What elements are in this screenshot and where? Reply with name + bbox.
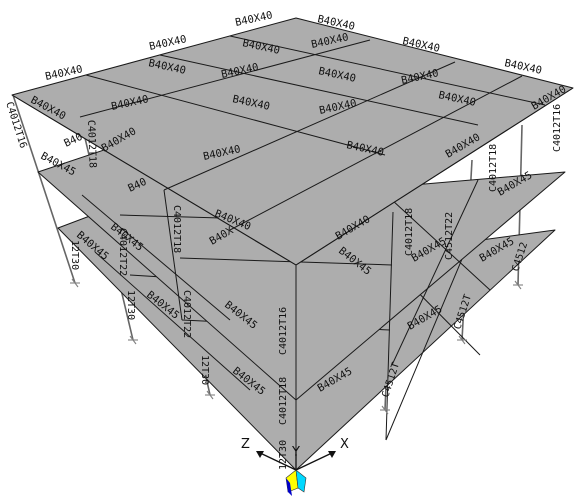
- support-icon: [128, 335, 138, 345]
- column-label: C4012T18: [171, 205, 182, 253]
- column-label: C4012T18: [278, 377, 289, 425]
- column-label: C4012T16: [278, 307, 289, 355]
- supports: [70, 278, 523, 415]
- support-icon: [380, 405, 390, 415]
- column-label: C4012T18: [85, 120, 98, 169]
- column-label: C4012T16: [552, 104, 563, 152]
- column-label: 12T30: [69, 240, 80, 270]
- column-left: [12, 94, 76, 284]
- axes-triad: Z Y X: [241, 437, 349, 496]
- front-edges: [163, 189, 394, 470]
- support-icon: [70, 278, 80, 288]
- support-icon: [205, 390, 215, 400]
- roof: [11, 17, 574, 266]
- column-label: C4012T22: [181, 290, 192, 338]
- z-axis-label: Z: [241, 437, 250, 452]
- column-label: C4012T18: [488, 144, 499, 192]
- column-label: 12T30: [278, 440, 289, 470]
- z-axis-arrow-icon: [256, 451, 264, 458]
- column-label: C4012T22: [117, 228, 128, 276]
- support-icon: [457, 335, 467, 345]
- axis-cube-blue: [286, 478, 292, 496]
- floor-2: [37, 129, 566, 401]
- column-label: C4012T16: [3, 101, 28, 150]
- column-label: 12T30: [125, 290, 136, 320]
- x-axis-arrow-icon: [328, 451, 336, 458]
- column-label: C4012T18: [404, 208, 415, 256]
- column-label: 12T30: [199, 355, 210, 385]
- support-icon: [513, 280, 523, 290]
- y-axis-label: Y: [291, 445, 300, 460]
- column-label: C4512T22: [444, 212, 455, 260]
- axis-cube-cyan: [295, 469, 307, 493]
- x-axis-line: [295, 451, 335, 471]
- x-axis-label: X: [340, 437, 349, 452]
- z-axis-line: [257, 451, 297, 471]
